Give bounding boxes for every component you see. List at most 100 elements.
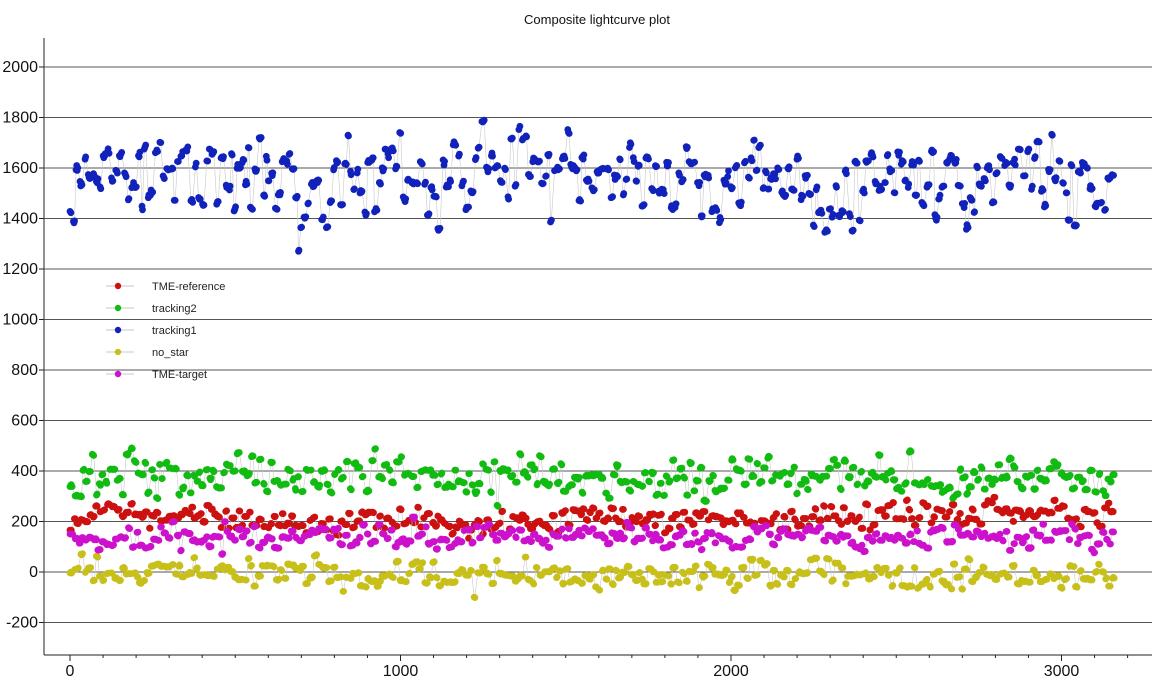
- data-point: [943, 513, 951, 521]
- data-point: [364, 530, 372, 538]
- data-point: [249, 206, 256, 213]
- data-point: [272, 513, 279, 520]
- data-point: [97, 482, 104, 489]
- data-point: [299, 488, 307, 495]
- data-point: [573, 166, 581, 174]
- data-point: [661, 491, 668, 499]
- data-point: [838, 521, 846, 528]
- data-point: [1077, 169, 1084, 177]
- data-point: [1107, 540, 1114, 548]
- data-point: [790, 187, 798, 194]
- data-point: [610, 505, 617, 512]
- data-point: [551, 512, 558, 519]
- data-point: [126, 525, 134, 532]
- data-point: [110, 541, 117, 549]
- data-point: [621, 569, 629, 576]
- data-point: [277, 189, 284, 196]
- data-point: [669, 541, 676, 549]
- data-point: [1079, 477, 1087, 484]
- data-point: [999, 537, 1007, 545]
- data-point: [155, 537, 163, 544]
- data-point: [73, 534, 81, 542]
- data-point: [210, 572, 218, 580]
- data-point: [449, 483, 457, 491]
- data-point: [883, 512, 890, 520]
- data-point: [1060, 179, 1067, 187]
- data-point: [129, 500, 136, 507]
- series-tme-target: [66, 513, 1117, 558]
- data-point: [469, 481, 477, 489]
- data-point: [1017, 508, 1025, 516]
- data-point: [1063, 189, 1071, 197]
- legend: TME-reference tracking2 tracking1 no_star TM…: [106, 281, 225, 381]
- data-point: [722, 179, 730, 187]
- data-point: [1031, 567, 1038, 574]
- data-point: [1021, 172, 1029, 180]
- data-point: [645, 155, 652, 163]
- data-point: [502, 166, 509, 174]
- data-point: [1043, 477, 1050, 485]
- data-point: [463, 488, 471, 496]
- data-point: [446, 522, 454, 530]
- data-point: [981, 529, 989, 537]
- data-point: [1066, 536, 1074, 544]
- data-point: [468, 567, 475, 575]
- data-point: [1109, 508, 1117, 516]
- data-point: [939, 507, 946, 515]
- data-point: [431, 538, 438, 545]
- data-point: [175, 531, 183, 539]
- data-point: [740, 514, 748, 521]
- data-point: [930, 148, 937, 156]
- data-point: [955, 525, 963, 533]
- data-point: [188, 570, 196, 577]
- data-point: [328, 489, 336, 497]
- data-point: [1105, 499, 1113, 507]
- data-point: [926, 583, 934, 591]
- data-point: [590, 186, 598, 194]
- data-point: [493, 556, 501, 564]
- data-point: [219, 550, 227, 558]
- data-point: [196, 468, 204, 476]
- data-point: [691, 487, 699, 495]
- data-point: [156, 461, 164, 468]
- data-point: [433, 574, 441, 582]
- data-point: [1091, 509, 1099, 516]
- data-point: [427, 574, 435, 582]
- data-point: [1026, 578, 1034, 586]
- data-point: [710, 472, 717, 480]
- data-point: [157, 139, 165, 147]
- data-point: [864, 501, 872, 509]
- data-point: [785, 567, 792, 575]
- data-point: [817, 523, 825, 531]
- data-point: [773, 510, 780, 518]
- data-point: [114, 169, 121, 177]
- data-point: [964, 224, 972, 232]
- data-point: [305, 199, 312, 207]
- data-point: [331, 563, 339, 571]
- data-point: [630, 158, 638, 166]
- data-point: [723, 566, 731, 574]
- data-point: [67, 209, 75, 217]
- data-point: [456, 150, 463, 158]
- data-point: [957, 465, 965, 473]
- data-point: [512, 534, 520, 541]
- data-point: [821, 502, 828, 510]
- data-point: [343, 521, 351, 528]
- data-point: [1056, 158, 1064, 165]
- data-point: [657, 536, 665, 544]
- x-tick-label: 1000: [383, 663, 419, 680]
- data-point: [628, 524, 636, 532]
- data-point: [145, 488, 153, 496]
- data-point: [284, 160, 291, 168]
- data-point: [1034, 466, 1042, 474]
- data-point: [307, 466, 315, 474]
- data-point: [522, 553, 530, 561]
- data-point: [99, 470, 107, 478]
- data-point: [584, 517, 592, 524]
- data-point: [673, 511, 681, 518]
- data-point: [692, 529, 699, 537]
- data-point: [627, 140, 635, 148]
- data-point: [132, 183, 140, 191]
- data-point: [343, 531, 351, 539]
- data-point: [952, 156, 960, 163]
